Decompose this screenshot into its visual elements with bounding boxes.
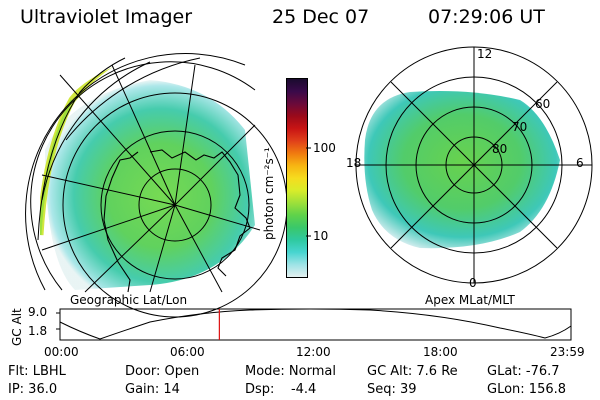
gain-label: Gain: 14 [125, 382, 180, 397]
seq-label: Seq: 39 [367, 382, 417, 397]
time-label: 07:29:06 UT [428, 6, 545, 28]
mlt-label-0: 0 [469, 276, 477, 290]
left-map-label: Geographic Lat/Lon [70, 293, 188, 307]
altitude-curve [59, 308, 572, 340]
colorbar-ticks [306, 147, 311, 237]
x-tick-1800: 18:00 [423, 345, 458, 359]
x-tick-2359: 23:59 [550, 345, 585, 359]
mlt-label-12: 12 [477, 47, 493, 61]
glat-label: GLat: -76.7 [487, 364, 560, 379]
alt-tick-9: 9.0 [28, 305, 48, 319]
glon-label: GLon: 156.8 [487, 382, 567, 397]
dsp-label: Dsp: -4.4 [245, 382, 317, 397]
date-label: 25 Dec 07 [272, 6, 370, 28]
coastline [103, 149, 251, 293]
alt-tick-1-8: 1.8 [28, 324, 48, 338]
x-tick-1200: 12:00 [296, 345, 331, 359]
right-map-label: Apex MLat/MLT [425, 293, 515, 307]
colorbar [286, 78, 308, 278]
mode-label: Mode: Normal [245, 364, 336, 379]
filter-label: Flt: LBHL [8, 364, 66, 379]
mlat-label-60: 60 [535, 97, 551, 111]
door-label: Door: Open [125, 364, 200, 379]
instrument-title: Ultraviolet Imager [20, 6, 193, 28]
x-tick-0600: 06:00 [170, 345, 205, 359]
mlat-label-80: 80 [492, 142, 508, 156]
ip-label: IP: 36.0 [8, 382, 58, 397]
x-tick-0000: 00:00 [44, 345, 79, 359]
mlat-label-70: 70 [512, 120, 528, 134]
colorbar-tick-100: 100 [313, 141, 336, 155]
colorbar-tick-10: 10 [313, 229, 329, 243]
mlt-label-18: 18 [346, 156, 362, 170]
mlt-label-6: 6 [576, 156, 584, 170]
gc-alt-label: GC Alt: 7.6 Re [367, 364, 458, 379]
